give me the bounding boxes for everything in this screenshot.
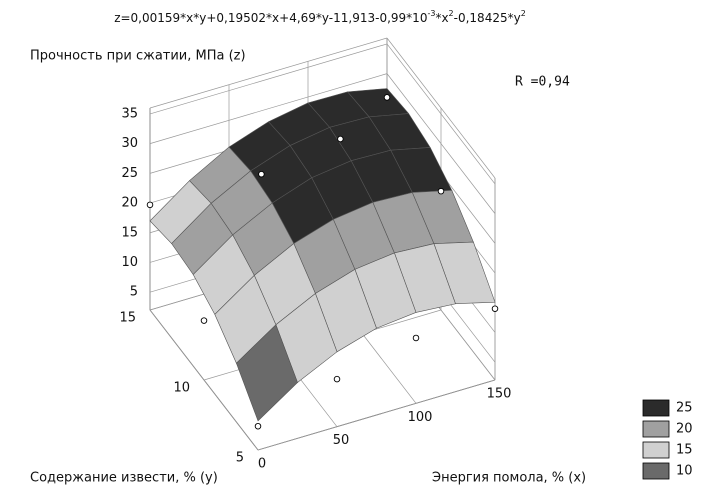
- data-point: [333, 375, 341, 383]
- grid-line: [149, 73, 388, 144]
- data-point: [412, 334, 420, 342]
- y-tick-label: 5: [236, 451, 244, 466]
- annotation: R =0,94: [515, 75, 570, 90]
- z-axis-label: Прочность при сжатии, МПа (z): [30, 49, 246, 64]
- data-point: [383, 94, 391, 101]
- axis-line: [149, 37, 388, 109]
- data-point: [337, 135, 344, 143]
- data-point: [146, 201, 154, 209]
- z-tick-label: 20: [121, 196, 138, 211]
- x-tick-label: 100: [408, 410, 433, 425]
- data-point: [437, 187, 445, 195]
- grid-line: [149, 43, 388, 115]
- legend-swatch: [642, 441, 670, 459]
- data-point: [258, 170, 265, 178]
- legend-label: 10: [676, 464, 693, 479]
- x-tick-label: 50: [333, 433, 350, 448]
- x-tick-label: 0: [258, 457, 266, 472]
- legend-label: 25: [676, 401, 693, 416]
- grid-line: [257, 379, 496, 451]
- z-tick-label: 5: [130, 285, 138, 300]
- z-tick-label: 30: [121, 136, 138, 151]
- title-part: z=0,00159*x*y+0,19502*x+4,69*y-11,913-0,…: [114, 11, 427, 25]
- y-axis-label: Содержание извести, % (y): [30, 471, 218, 486]
- legend-label: 15: [676, 443, 693, 458]
- surface-cell: [236, 324, 298, 422]
- data-point: [200, 317, 208, 324]
- data-point: [491, 305, 499, 312]
- z-tick-label: 10: [121, 255, 138, 270]
- legend-swatch: [642, 399, 670, 417]
- title-superscript: 2: [521, 9, 526, 18]
- z-tick-label: 25: [121, 166, 138, 181]
- legend-swatch: [642, 420, 670, 438]
- title-part: -0,18425*y: [454, 11, 521, 25]
- chart-title: z=0,00159*x*y+0,19502*x+4,69*y-11,913-0,…: [114, 9, 526, 25]
- legend-swatch: [642, 462, 670, 480]
- legend-label: 20: [676, 422, 693, 437]
- title-part: *x: [435, 11, 448, 25]
- z-tick-label: 15: [121, 225, 138, 240]
- y-tick-label: 15: [119, 311, 136, 326]
- data-point: [254, 422, 262, 430]
- title-superscript: -3: [427, 9, 435, 18]
- title-superscript: 2: [449, 9, 454, 18]
- x-tick-label: 150: [487, 387, 512, 402]
- y-tick-label: 10: [173, 381, 190, 396]
- z-tick-label: 35: [121, 106, 138, 121]
- x-axis-label: Энергия помола, % (x): [432, 471, 586, 486]
